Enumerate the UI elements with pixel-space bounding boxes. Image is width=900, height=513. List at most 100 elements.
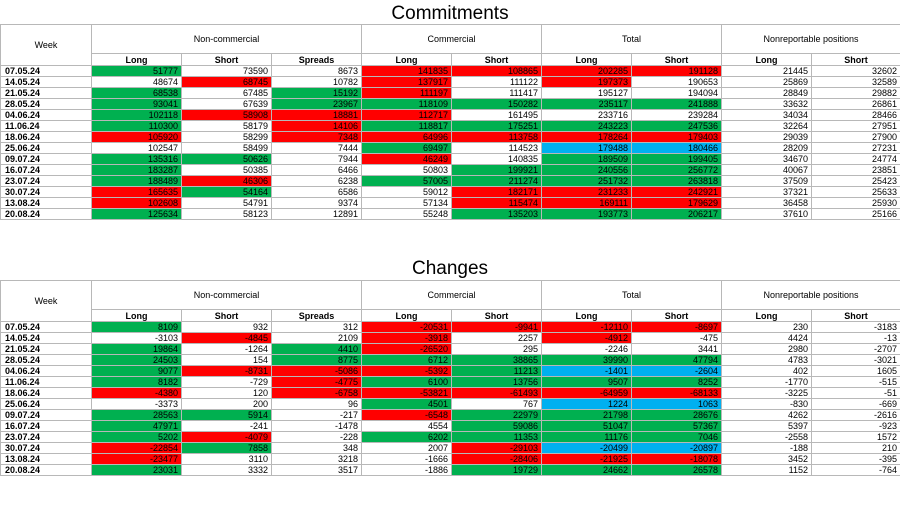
table-row: 16.07.24 183287 50385 6466 50803 199921 240556… [0, 164, 900, 176]
value-cell: 21798 [541, 409, 633, 421]
value-cell: 2257 [450, 332, 543, 344]
value-cell: 7944 [271, 153, 362, 165]
value-cell: 112717 [361, 109, 452, 121]
value-cell: 47794 [631, 354, 723, 366]
week-cell: 14.05.24 [0, 332, 92, 344]
value-cell: 1572 [811, 431, 900, 443]
value-cell: 4501 [361, 398, 452, 410]
value-cell: 25423 [811, 175, 900, 187]
value-cell: 8252 [631, 376, 723, 388]
week-cell: 18.06.24 [0, 131, 92, 143]
group-header-total: Total [541, 280, 723, 310]
value-cell: 191128 [631, 65, 723, 77]
value-cell: 23031 [91, 464, 182, 476]
value-cell: -4845 [181, 332, 272, 344]
week-cell: 20.08.24 [0, 464, 92, 476]
value-cell: 1224 [541, 398, 633, 410]
value-cell: 239284 [631, 109, 723, 121]
value-cell: 5397 [721, 420, 813, 432]
value-cell: -3183 [811, 321, 900, 333]
value-cell: 54791 [181, 197, 272, 209]
value-cell: 150282 [450, 98, 543, 110]
group-header-non-commercial: Non-commercial [91, 280, 362, 310]
value-cell: 118109 [361, 98, 452, 110]
value-cell: 4783 [721, 354, 813, 366]
value-cell: -4079 [181, 431, 272, 443]
value-cell: 135316 [91, 153, 182, 165]
group-header-total: Total [541, 24, 723, 54]
value-cell: -68133 [631, 387, 723, 399]
subheader-row: Long Short Spreads Long Short Long Short Long Sh… [1, 53, 900, 66]
value-cell: -3373 [91, 398, 182, 410]
value-cell: -13 [811, 332, 900, 344]
value-cell: 37509 [721, 175, 813, 187]
value-cell: 194094 [631, 87, 723, 99]
value-cell: 25930 [811, 197, 900, 209]
table-row: 25.06.24 -3373 200 96 4501 767 1224 1063 -830 -66… [0, 398, 900, 410]
column-header: Long [541, 309, 633, 322]
value-cell: 179629 [631, 197, 723, 209]
value-cell: 23967 [271, 98, 362, 110]
value-cell: 6100 [361, 376, 452, 388]
value-cell: 169111 [541, 197, 633, 209]
value-cell: -830 [721, 398, 813, 410]
week-cell: 28.05.24 [0, 98, 92, 110]
column-header: Long [721, 53, 813, 66]
value-cell: -764 [811, 464, 900, 476]
value-cell: -1666 [361, 453, 452, 465]
value-cell: 47971 [91, 420, 182, 432]
value-cell: -217 [271, 409, 362, 421]
value-cell: 111122 [450, 76, 543, 88]
value-cell: -188 [721, 442, 813, 454]
value-cell: 5202 [91, 431, 182, 443]
value-cell: 10782 [271, 76, 362, 88]
value-cell: 2109 [271, 332, 362, 344]
value-cell: -6548 [361, 409, 452, 421]
value-cell: 58499 [181, 142, 272, 154]
value-cell: 243223 [541, 120, 633, 132]
value-cell: 64996 [361, 131, 452, 143]
value-cell: -241 [181, 420, 272, 432]
value-cell: 189509 [541, 153, 633, 165]
week-cell: 07.05.24 [0, 65, 92, 77]
value-cell: 12891 [271, 208, 362, 220]
week-cell: 25.06.24 [0, 398, 92, 410]
value-cell: 46249 [361, 153, 452, 165]
value-cell: 23851 [811, 164, 900, 176]
table-row: 23.07.24 5202 -4079 -228 6202 11353 11176 7046-… [0, 431, 900, 443]
column-header: Short [181, 309, 272, 322]
value-cell: 7444 [271, 142, 362, 154]
value-cell: 247536 [631, 120, 723, 132]
value-cell: 3517 [271, 464, 362, 476]
column-header: Short [181, 53, 272, 66]
value-cell: 295 [450, 343, 543, 355]
value-cell: 195127 [541, 87, 633, 99]
value-cell: 206217 [631, 208, 723, 220]
value-cell: -28406 [450, 453, 543, 465]
value-cell: 57134 [361, 197, 452, 209]
week-cell: 20.08.24 [0, 208, 92, 220]
value-cell: 8673 [271, 65, 362, 77]
value-cell: 25633 [811, 186, 900, 198]
value-cell: 38865 [450, 354, 543, 366]
value-cell: -1770 [721, 376, 813, 388]
table-row: 09.07.24 135316 50626 7944 46249 140835 189509… [0, 153, 900, 165]
column-header: Spreads [271, 53, 362, 66]
column-header: Long [361, 53, 452, 66]
value-cell: 6586 [271, 186, 362, 198]
value-cell: 34670 [721, 153, 813, 165]
value-cell: 25869 [721, 76, 813, 88]
value-cell: 113758 [450, 131, 543, 143]
value-cell: -18078 [631, 453, 723, 465]
value-cell: -5392 [361, 365, 452, 377]
value-cell: 182171 [450, 186, 543, 198]
value-cell: 114523 [450, 142, 543, 154]
value-cell: -1401 [541, 365, 633, 377]
value-cell: -8731 [181, 365, 272, 377]
value-cell: 22979 [450, 409, 543, 421]
week-cell: 09.07.24 [0, 153, 92, 165]
header-row: Week Non-commercial Commercial Total Nonrepo… [0, 24, 900, 66]
value-cell: -2616 [811, 409, 900, 421]
value-cell: 199405 [631, 153, 723, 165]
week-cell: 16.07.24 [0, 420, 92, 432]
